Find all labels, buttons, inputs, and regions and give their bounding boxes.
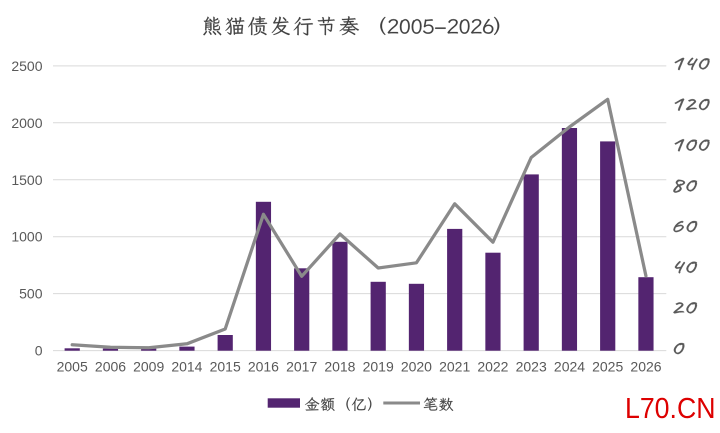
svg-text:2024: 2024: [554, 359, 585, 375]
svg-text:2020: 2020: [401, 359, 432, 375]
svg-text:2014: 2014: [171, 359, 202, 375]
svg-text:2500: 2500: [11, 58, 42, 74]
svg-text:L70.CN: L70.CN: [625, 393, 716, 425]
svg-text:2016: 2016: [248, 359, 279, 375]
svg-text:2018: 2018: [324, 359, 355, 375]
svg-text:2000: 2000: [11, 115, 42, 131]
svg-text:2015: 2015: [210, 359, 241, 375]
svg-text:2021: 2021: [439, 359, 470, 375]
svg-text:2022: 2022: [477, 359, 508, 375]
svg-text:2005: 2005: [57, 359, 88, 375]
svg-text:2025: 2025: [592, 359, 623, 375]
svg-text:2006: 2006: [95, 359, 126, 375]
svg-text:2017: 2017: [286, 359, 317, 375]
svg-text:2009: 2009: [133, 359, 164, 375]
svg-text:0: 0: [35, 343, 43, 359]
svg-text:1000: 1000: [11, 229, 42, 245]
svg-text:500: 500: [19, 286, 43, 302]
svg-text:2019: 2019: [363, 359, 394, 375]
svg-text:2023: 2023: [516, 359, 547, 375]
svg-text:2026: 2026: [630, 359, 661, 375]
svg-text:1500: 1500: [11, 172, 42, 188]
